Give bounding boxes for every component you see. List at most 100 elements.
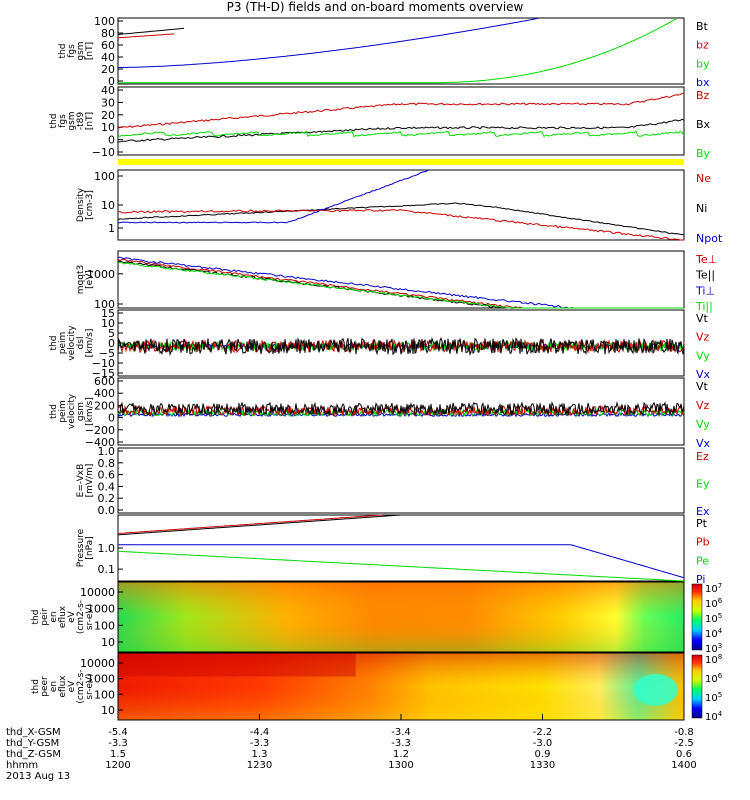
y-tick-label: 400 [94, 387, 115, 400]
x-row-label: thd_X-GSM [6, 727, 61, 738]
y-tick-label: 0 [108, 134, 115, 147]
y-tick-label: 10 [101, 121, 115, 134]
y-tick-label: 10 [101, 636, 115, 649]
legend-Vt: Vt [696, 380, 709, 393]
y-tick-label: 1.0 [98, 542, 116, 555]
vt-gsm-line [117, 401, 685, 417]
y-tick-label: 0.6 [98, 469, 116, 482]
y-tick-label: −10 [92, 357, 115, 370]
y-axis-label: [nT] [85, 42, 95, 60]
x-tick-label: -5.4 [108, 727, 128, 738]
legend-Ti⊥: Ti⊥ [695, 284, 715, 297]
y-tick-label: 1.0 [98, 445, 116, 458]
y-axis-label: fgs [67, 44, 77, 58]
legend-By: By [696, 147, 711, 160]
y-axis-label: gsm [76, 41, 86, 60]
colorbar-tick: 107 [705, 582, 722, 595]
y-tick-label: 10 [101, 704, 115, 717]
legend-bx: bx [696, 76, 710, 89]
bz-t89-line [118, 92, 685, 129]
ne-line [117, 208, 684, 241]
tiperp-line [117, 256, 684, 309]
y-tick-label: 0 [108, 337, 115, 350]
panel-p10: 108 106 105 104 10000 1000 100 10 thd peer en eflux… [31, 652, 723, 723]
y-tick-label: 10 [101, 317, 115, 330]
y-tick-label: 40 [101, 51, 115, 64]
y-tick-label: 0.0 [98, 504, 116, 517]
y-axis-label: Density [76, 187, 86, 222]
chart-title: P3 (TH-D) fields and on-board moments ov… [226, 0, 524, 14]
spectrogram-hot [118, 653, 356, 677]
y-axis-label: (cm2-s- [76, 669, 86, 703]
colorbar-tick: 106 [705, 597, 723, 610]
y-tick-label: 20 [101, 63, 115, 76]
panel-frame [117, 250, 685, 309]
y-axis-label: (cm2-s- [76, 600, 86, 634]
y-tick-label: 60 [101, 39, 115, 52]
x-tick-label: -3.3 [108, 738, 128, 749]
panel-frame [117, 17, 685, 85]
y-axis-label: fgs [58, 114, 68, 128]
pe-line [117, 550, 685, 582]
y-axis-label: en [49, 611, 59, 622]
y-tick-label: 200 [94, 399, 115, 412]
y-axis-label: thd [31, 679, 41, 694]
colorbar [691, 654, 703, 719]
colorbar-tick: 104 [705, 627, 723, 640]
y-tick-label: 0.8 [98, 457, 116, 470]
teperp-line [117, 258, 684, 309]
x-tick-label: 1.2 [393, 749, 409, 760]
y-tick-label: 0.2 [98, 492, 116, 505]
y-tick-label: 5 [108, 327, 115, 340]
bt-line [117, 27, 185, 35]
y-tick-label: 1000 [87, 673, 115, 686]
y-axis-label: [eV] [85, 270, 95, 289]
y-tick-label: 100 [94, 15, 115, 28]
legend-Ni: Ni [696, 202, 707, 215]
colorbar [691, 583, 703, 651]
legend-Vz: Vz [696, 399, 710, 412]
panel-frame [117, 581, 685, 653]
y-tick-label: 10000 [80, 586, 115, 599]
colorbar-tick: 104 [705, 710, 723, 723]
legend-Ex: Ex [696, 505, 710, 518]
x-row-label: hhmm [6, 760, 38, 771]
y-axis-label: mqqt3 [76, 265, 86, 294]
y-axis-label: [mV/m] [85, 464, 95, 498]
legend-Ez: Ez [696, 450, 709, 463]
y-axis-label: sr-eV) [85, 604, 95, 630]
y-axis-label: peir [40, 608, 50, 626]
spectrogram-blob [633, 673, 678, 706]
y-tick-label: −10 [92, 146, 115, 159]
x-tick-label: -3.3 [250, 738, 270, 749]
y-axis-label: peim [58, 400, 68, 423]
panel-p4: 1000 100 mqqt3 [eV] Te⊥ Te|| Ti⊥ Ti|| [76, 250, 717, 313]
y-tick-label: 100 [94, 688, 115, 701]
legend-Pi: Pi [696, 573, 705, 586]
y-axis-label: gsm [67, 111, 77, 130]
panel-p7: 1.00.80.60.40.20.0 E=-VxB [mV/m] Ez Ey Ex [76, 445, 710, 518]
y-tick-label: 0 [108, 75, 115, 88]
x-tick-label: 1300 [388, 760, 413, 771]
y-axis-label: thd [49, 404, 59, 419]
y-axis-label: -t89 [76, 112, 86, 131]
spectrogram-shade [118, 582, 684, 652]
npot-line [117, 169, 429, 224]
vy-gsm-line [117, 407, 685, 418]
y-axis-label: [km/s] [85, 397, 95, 426]
y-axis-label: [km/s] [85, 329, 95, 358]
colorbar-tick: 105 [705, 691, 722, 704]
y-tick-label: −400 [85, 436, 115, 449]
legend-Te⊥: Te⊥ [695, 253, 717, 266]
y-axis-label: eflux [58, 605, 68, 628]
legend-Ey: Ey [696, 478, 710, 491]
colorbar-tick: 106 [705, 672, 723, 685]
pi-line [118, 544, 685, 579]
vt-dsl-line [117, 336, 685, 357]
y-axis-label: Pressure [76, 528, 86, 567]
legend-Bx: Bx [696, 118, 711, 131]
y-axis-label: [nPa] [85, 536, 95, 559]
x-row-label: thd_Z-GSM [6, 749, 61, 760]
